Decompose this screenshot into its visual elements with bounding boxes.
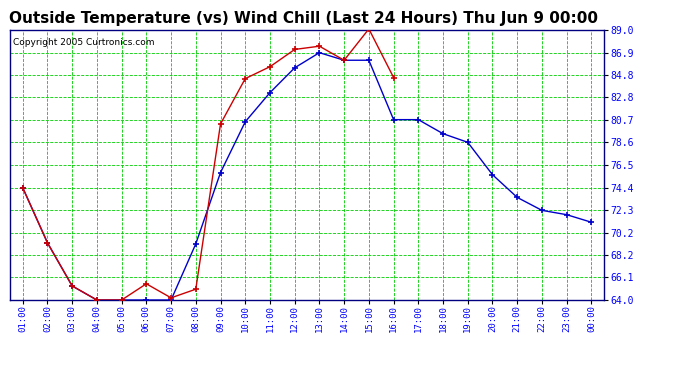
Text: Copyright 2005 Curtronics.com: Copyright 2005 Curtronics.com — [13, 38, 155, 47]
Text: Outside Temperature (vs) Wind Chill (Last 24 Hours) Thu Jun 9 00:00: Outside Temperature (vs) Wind Chill (Las… — [9, 11, 598, 26]
